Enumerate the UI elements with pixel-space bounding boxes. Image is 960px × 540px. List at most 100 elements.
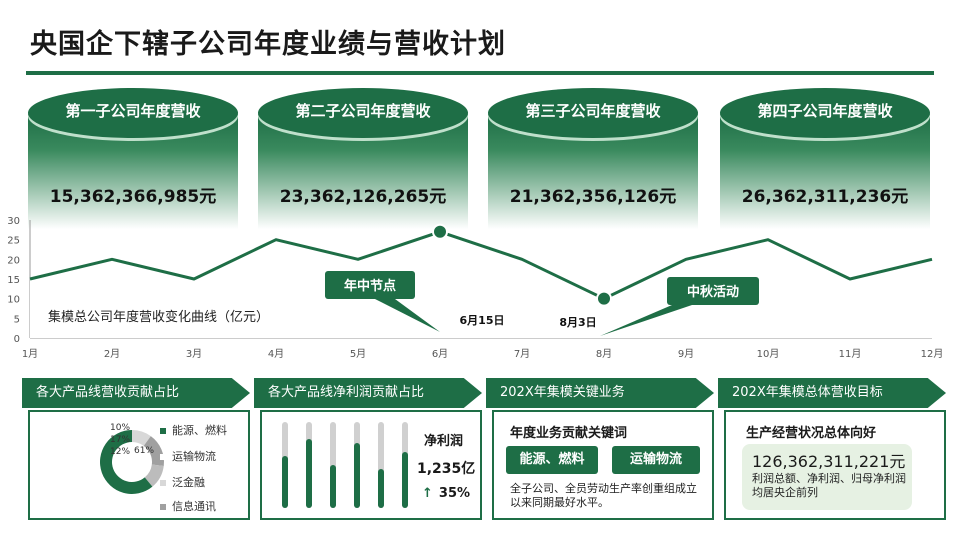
title-divider xyxy=(26,71,934,75)
cylinder-label: 第一子公司年度营收 xyxy=(65,102,201,120)
profit-bar-fill xyxy=(282,456,288,508)
x-tick-label: 4月 xyxy=(268,348,284,360)
x-tick-label: 7月 xyxy=(514,348,530,360)
cylinder-top xyxy=(488,88,698,138)
donut-label: 61% xyxy=(134,446,155,456)
profit-bar-fill xyxy=(402,452,408,508)
profit-bar-fill xyxy=(378,469,384,508)
donut-segments xyxy=(100,430,164,494)
cylinder-body xyxy=(488,114,698,258)
profit-bar xyxy=(354,422,360,508)
legend-label: 泛金融 xyxy=(172,476,205,489)
profit-value: 1,235亿 xyxy=(417,461,476,477)
panel-revenue-target: 202X年集模总体营收目标 生产经营状况总体向好 126,362,311,221… xyxy=(718,378,946,523)
profit-bar xyxy=(330,422,336,508)
profit-bar xyxy=(402,422,408,508)
target-heading: 生产经营状况总体向好 xyxy=(746,426,877,441)
series-line xyxy=(29,230,933,301)
profit-bar xyxy=(306,422,312,508)
panel-header: 各大产品线营收贡献占比 xyxy=(22,378,250,408)
callout-date: 6月15日 xyxy=(460,314,505,327)
donut-label: 17% xyxy=(110,435,131,445)
legend-item: 运输物流 xyxy=(160,448,216,464)
chart-callouts: 年中节点 6月15日 中秋活动 8月3日 xyxy=(325,271,759,336)
target-value: 126,362,311,221元 xyxy=(752,452,906,471)
legend-label: 信息通讯 xyxy=(172,500,216,513)
data-point xyxy=(432,223,448,240)
arrow-up-icon: ↑ xyxy=(422,486,433,501)
business-text: 全子公司、全员劳动生产率创重组成立以来同期最好水平。 xyxy=(510,482,697,509)
profit-bar-fill xyxy=(354,443,360,508)
cylinder-value: 15,362,366,985元 xyxy=(49,187,217,207)
page-title: 央国企下辖子公司年度业绩与营收计划 xyxy=(30,29,506,60)
legend-label: 运输物流 xyxy=(172,450,216,463)
callout-pointer xyxy=(600,305,692,336)
x-tick-label: 10月 xyxy=(757,348,780,360)
cylinder-subsidiary-4: 第四子公司年度营收 26,362,311,236元 xyxy=(720,88,930,258)
panel-body: 年度业务贡献关键词 能源、燃料 运输物流 全子公司、全员劳动生产率创重组成立以来… xyxy=(492,410,714,520)
x-tick-label: 3月 xyxy=(186,348,202,360)
y-tick-label: 5 xyxy=(14,314,20,325)
legend-item: 能源、燃料 xyxy=(160,422,227,438)
legend-item: 信息通讯 xyxy=(160,498,216,514)
y-tick-label: 20 xyxy=(7,255,20,266)
callout-label: 年中节点 xyxy=(344,278,396,294)
donut-segment xyxy=(143,436,164,467)
x-tick-label: 5月 xyxy=(350,348,366,360)
y-tick-label: 25 xyxy=(7,236,20,247)
y-tick-label: 30 xyxy=(7,216,20,227)
y-tick-labels: 0 5 10 15 20 25 30 xyxy=(7,216,20,345)
cylinder-top xyxy=(28,88,238,138)
target-card: 126,362,311,221元 利润总额、净利润、归母净利润均居央企前列 xyxy=(742,444,912,510)
x-tick-labels: 1月 2月 3月 4月 5月 6月 7月 8月 9月 10月 11月 12月 xyxy=(22,348,944,360)
growth-value: 35% xyxy=(438,486,471,501)
cylinder-value: 23,362,126,265元 xyxy=(279,187,447,207)
x-tick-label: 2月 xyxy=(104,348,120,360)
profit-bar xyxy=(282,422,288,508)
chart-title: 集模总公司年度营收变化曲线（亿元） xyxy=(48,309,269,325)
panel-revenue-share: 各大产品线营收贡献占比 10% 17% 12% 61% 能源、燃料 运输物流 泛… xyxy=(22,378,250,523)
chart-points xyxy=(432,223,612,307)
panel-key-business: 202X年集模关键业务 年度业务贡献关键词 能源、燃料 运输物流 全子公司、全员… xyxy=(486,378,714,523)
y-tick-label: 0 xyxy=(14,334,20,345)
revenue-line-chart: 0 5 10 15 20 25 30 1月 2月 3月 4月 5月 6月 7月 8月 9月 10月 11月 12月… xyxy=(7,216,944,360)
panel-header: 202X年集模总体营收目标 xyxy=(718,378,946,408)
series-area xyxy=(30,231,932,338)
cylinder-label: 第二子公司年度营收 xyxy=(295,102,431,120)
cylinder-label: 第三子公司年度营收 xyxy=(525,102,661,120)
donut-label: 12% xyxy=(110,447,131,457)
cylinder-body xyxy=(28,114,238,258)
panel-header: 202X年集模关键业务 xyxy=(486,378,714,408)
panel-body: 生产经营状况总体向好 126,362,311,221元 利润总额、净利润、归母净… xyxy=(724,410,946,520)
donut-segment xyxy=(144,464,164,487)
cylinder-body xyxy=(720,114,930,258)
cylinder-value: 21,362,356,126元 xyxy=(509,187,677,207)
profit-label: 净利润 xyxy=(424,434,464,449)
donut-label: 10% xyxy=(110,423,131,433)
x-tick-label: 11月 xyxy=(839,348,862,360)
revenue-donut-chart xyxy=(100,430,164,494)
x-tick-label: 1月 xyxy=(22,348,38,360)
business-heading: 年度业务贡献关键词 xyxy=(510,426,628,441)
cylinder-subsidiary-2: 第二子公司年度营收 23,362,126,265元 xyxy=(258,88,468,258)
panel-profit-share: 各大产品线净利润贡献占比 净利润 1,235亿 ↑ 35% xyxy=(254,378,482,523)
donut-segment xyxy=(132,430,151,446)
cylinder-value: 26,362,311,236元 xyxy=(741,187,909,207)
x-tick-label: 8月 xyxy=(596,348,612,360)
y-tick-label: 15 xyxy=(7,275,20,286)
x-tick-label: 6月 xyxy=(432,348,448,360)
profit-bar xyxy=(378,422,384,508)
panel-body: 10% 17% 12% 61% 能源、燃料 运输物流 泛金融 信息通讯 xyxy=(28,410,250,520)
cylinder-label: 第四子公司年度营收 xyxy=(757,102,893,120)
cylinder-subsidiary-1: 第一子公司年度营收 15,362,366,985元 xyxy=(28,88,238,258)
panel-body: 净利润 1,235亿 ↑ 35% xyxy=(260,410,482,520)
donut-segment xyxy=(100,430,153,494)
profit-growth: ↑ 35% xyxy=(422,486,470,501)
x-tick-label: 12月 xyxy=(921,348,944,360)
callout-label: 中秋活动 xyxy=(687,284,739,300)
cylinder-top xyxy=(258,88,468,138)
callout-date: 8月3日 xyxy=(559,316,596,329)
x-tick-label: 9月 xyxy=(678,348,694,360)
profit-bar-fill xyxy=(306,439,312,508)
